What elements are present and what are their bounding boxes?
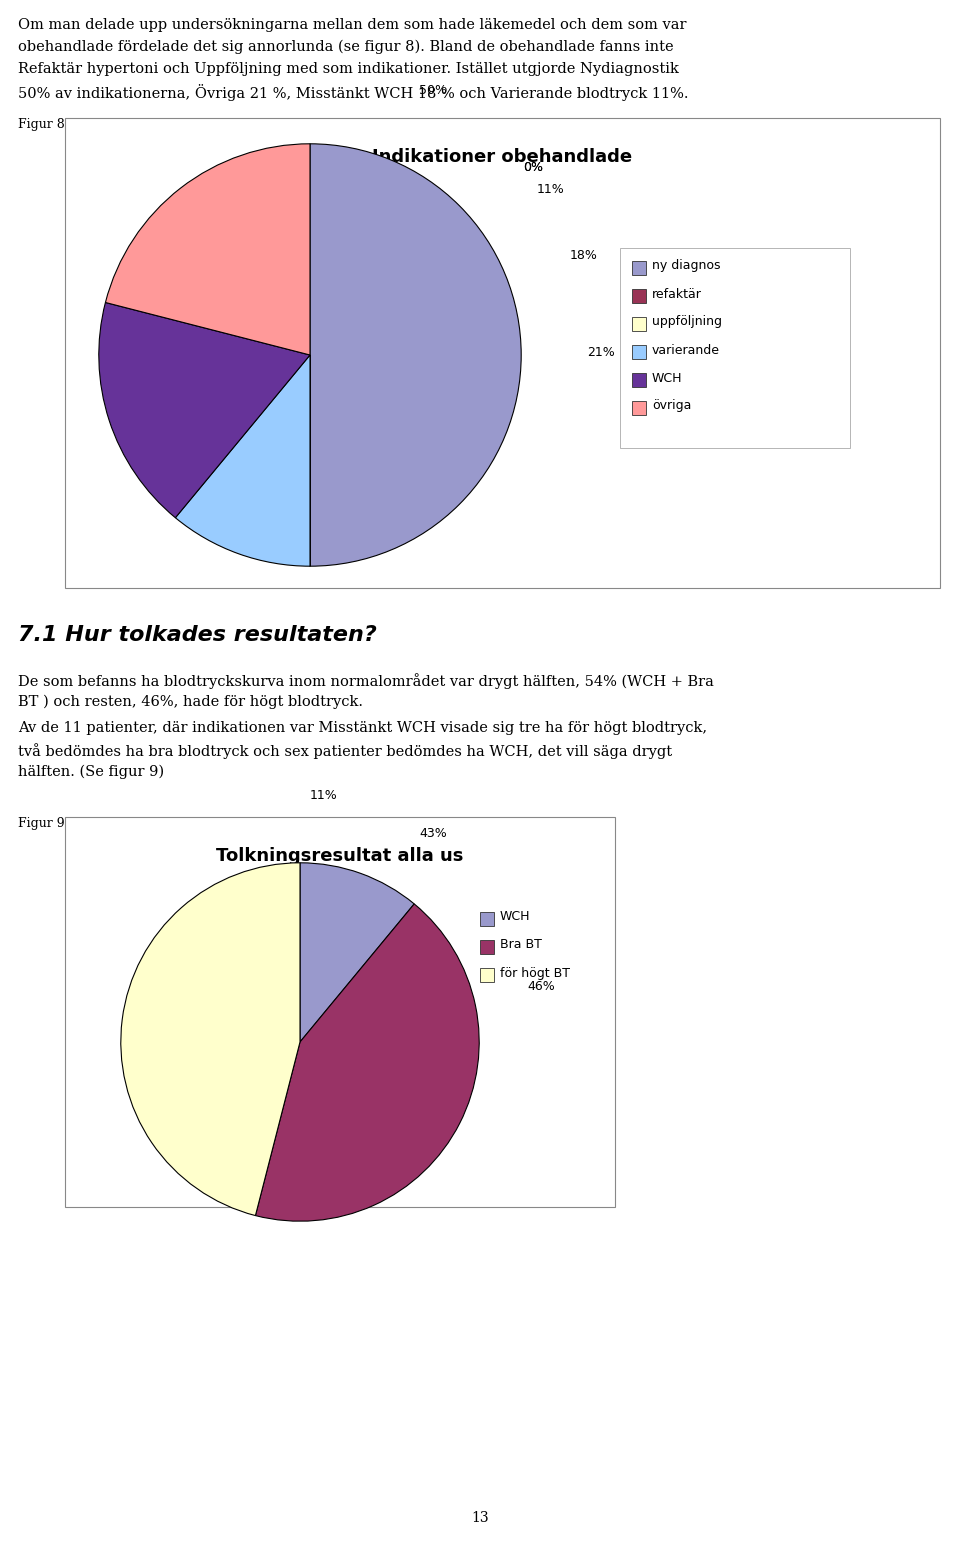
Wedge shape xyxy=(255,904,479,1221)
Text: uppföljning: uppföljning xyxy=(652,315,722,329)
Bar xyxy=(632,401,646,415)
Wedge shape xyxy=(99,302,310,518)
Text: Tolkningsresultat alla us: Tolkningsresultat alla us xyxy=(216,847,464,866)
Bar xyxy=(480,967,494,981)
Text: Bra BT: Bra BT xyxy=(500,938,541,952)
Text: 46%: 46% xyxy=(527,980,555,992)
Bar xyxy=(632,316,646,332)
Text: Figur 8: Figur 8 xyxy=(18,117,64,131)
Text: 50%: 50% xyxy=(420,85,447,97)
Text: WCH: WCH xyxy=(652,372,683,384)
Text: hälften. (Se figur 9): hälften. (Se figur 9) xyxy=(18,765,164,779)
Text: ny diagnos: ny diagnos xyxy=(652,259,721,273)
Wedge shape xyxy=(310,143,521,566)
Bar xyxy=(632,373,646,387)
Text: 0%: 0% xyxy=(523,160,543,174)
Text: 43%: 43% xyxy=(419,827,446,839)
Bar xyxy=(480,912,494,926)
Wedge shape xyxy=(106,143,310,355)
Text: 0%: 0% xyxy=(523,160,543,174)
Wedge shape xyxy=(176,355,310,566)
Bar xyxy=(65,816,615,1207)
Text: BT ) och resten, 46%, hade för högt blodtryck.: BT ) och resten, 46%, hade för högt blod… xyxy=(18,694,363,710)
Text: Refaktär hypertoni och Uppföljning med som indikationer. Istället utgjorde Nydia: Refaktär hypertoni och Uppföljning med s… xyxy=(18,62,679,76)
Text: för högt BT: för högt BT xyxy=(500,966,570,980)
Bar xyxy=(632,289,646,302)
Bar xyxy=(480,940,494,954)
Text: 7.1 Hur tolkades resultaten?: 7.1 Hur tolkades resultaten? xyxy=(18,625,376,645)
Wedge shape xyxy=(121,863,300,1216)
Text: varierande: varierande xyxy=(652,344,720,356)
Text: De som befanns ha blodtryckskurva inom normalområdet var drygt hälften, 54% (WCH: De som befanns ha blodtryckskurva inom n… xyxy=(18,673,714,688)
Text: Indikationer obehandlade: Indikationer obehandlade xyxy=(372,148,633,167)
Bar xyxy=(632,261,646,275)
Wedge shape xyxy=(300,863,414,1042)
Text: 18%: 18% xyxy=(570,248,598,262)
Bar xyxy=(65,117,940,588)
Text: Av de 11 patienter, där indikationen var Misstänkt WCH visade sig tre ha för hög: Av de 11 patienter, där indikationen var… xyxy=(18,721,708,734)
Text: 21%: 21% xyxy=(588,346,615,360)
Text: Om man delade upp undersökningarna mellan dem som hade läkemedel och dem som var: Om man delade upp undersökningarna mella… xyxy=(18,19,686,32)
Text: refaktär: refaktär xyxy=(652,287,702,301)
Text: 11%: 11% xyxy=(537,184,564,196)
Text: obehandlade fördelade det sig annorlunda (se figur 8). Bland de obehandlade fann: obehandlade fördelade det sig annorlunda… xyxy=(18,40,674,54)
Text: 50% av indikationerna, Övriga 21 %, Misstänkt WCH 18 % och Varierande blodtryck : 50% av indikationerna, Övriga 21 %, Miss… xyxy=(18,83,688,100)
Text: 13: 13 xyxy=(471,1511,489,1524)
Text: WCH: WCH xyxy=(500,910,531,924)
Text: 11%: 11% xyxy=(310,790,338,802)
Text: Figur 9: Figur 9 xyxy=(18,816,64,830)
Text: två bedömdes ha bra blodtryck och sex patienter bedömdes ha WCH, det vill säga d: två bedömdes ha bra blodtryck och sex pa… xyxy=(18,744,672,759)
Text: övriga: övriga xyxy=(652,400,691,412)
Bar xyxy=(632,346,646,360)
Bar xyxy=(620,248,850,447)
